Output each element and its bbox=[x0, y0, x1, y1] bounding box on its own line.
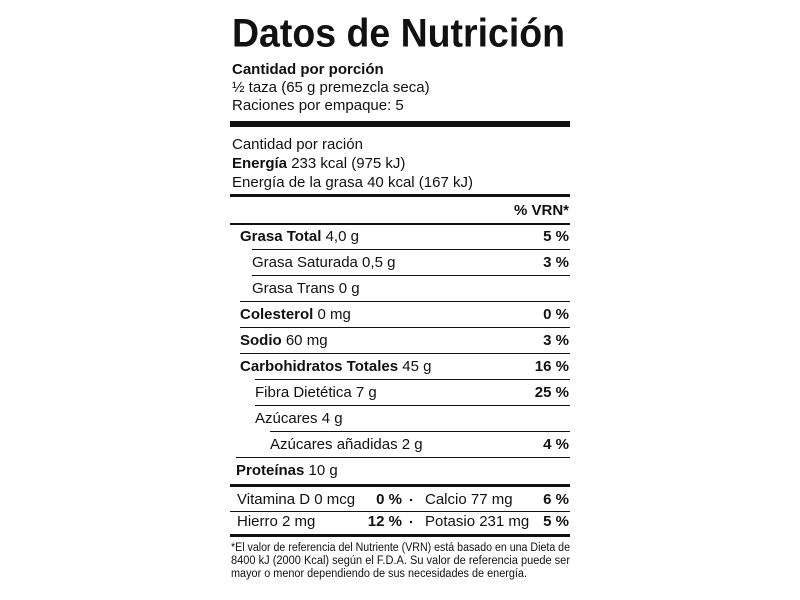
amount-heading: Cantidad por ración bbox=[232, 136, 363, 153]
nutrient-dv: 4 % bbox=[543, 436, 569, 453]
nutrient-amount: 0 mg bbox=[318, 306, 351, 323]
vitamin-rows: Vitamina D 0 mcg 0 % Calcio 77 mg 6 % Hierro… bbox=[230, 491, 570, 530]
nutrient-name: Grasa Trans 0 g bbox=[252, 280, 360, 297]
rule bbox=[230, 194, 570, 197]
vitamin-name: Potasio 231 mg bbox=[425, 513, 529, 530]
separator-dot bbox=[409, 520, 413, 524]
row-rule bbox=[230, 511, 570, 512]
nutrient: Azúcares 4 g bbox=[255, 410, 343, 427]
energy-value: 233 kcal (975 kJ) bbox=[291, 155, 405, 172]
nutrient-dv: 3 % bbox=[543, 332, 569, 349]
nutrient-dv: 3 % bbox=[543, 254, 569, 271]
vitamin-dv: 6 % bbox=[543, 491, 569, 508]
nutrient: Grasa Saturada 0,5 g bbox=[252, 254, 395, 271]
energy-label: Energía bbox=[232, 155, 288, 172]
nutrient-name: Colesterol bbox=[240, 306, 313, 323]
nutrient-name: Grasa Saturada 0,5 g bbox=[252, 254, 395, 271]
footnote: *El valor de referencia del Nutriente (V… bbox=[231, 542, 570, 580]
title: Datos de Nutrición bbox=[232, 12, 565, 56]
footnote-line: *El valor de referencia del Nutriente (V… bbox=[231, 542, 570, 554]
row-rule bbox=[240, 327, 570, 328]
nutrient: Proteínas 10 g bbox=[236, 462, 338, 479]
vitamin-dv: 12 % bbox=[368, 513, 402, 530]
row-rule bbox=[240, 353, 570, 354]
fat-energy: Energía de la grasa 40 kcal (167 kJ) bbox=[232, 174, 473, 191]
row-rule bbox=[230, 223, 570, 225]
nutrient-amount: 60 mg bbox=[286, 332, 328, 349]
row-rule bbox=[270, 431, 570, 432]
dv-header: % VRN* bbox=[514, 202, 569, 219]
footnote-line: mayor o menor dependiendo de sus necesid… bbox=[231, 568, 527, 580]
vitamin-dv: 0 % bbox=[376, 491, 402, 508]
nutrient: Grasa Trans 0 g bbox=[252, 280, 360, 297]
nutrient-name: Fibra Dietética 7 g bbox=[255, 384, 377, 401]
serving-size: ½ taza (65 g premezcla seca) bbox=[232, 79, 430, 96]
nutrient-dv: 5 % bbox=[543, 228, 569, 245]
nutrient-dv: 0 % bbox=[543, 306, 569, 323]
row-rule bbox=[255, 405, 570, 406]
nutrient: Azúcares añadidas 2 g bbox=[270, 436, 423, 453]
row-rule bbox=[252, 275, 570, 276]
nutrient-name: Azúcares 4 g bbox=[255, 410, 343, 427]
rule bbox=[230, 484, 570, 487]
rule bbox=[230, 534, 570, 537]
row-rule bbox=[236, 457, 570, 458]
servings: Raciones por empaque: 5 bbox=[232, 97, 404, 114]
energy: Energía 233 kcal (975 kJ) bbox=[232, 155, 405, 172]
nutrient-name: Grasa Total bbox=[240, 228, 321, 245]
nutrient-name: Azúcares añadidas 2 g bbox=[270, 436, 423, 453]
serving-heading: Cantidad por porción bbox=[232, 61, 384, 78]
nutrient: Grasa Total 4,0 g bbox=[240, 228, 359, 245]
nutrient: Carbohidratos Totales 45 g bbox=[240, 358, 431, 375]
nutrient: Fibra Dietética 7 g bbox=[255, 384, 377, 401]
nutrient-name: Carbohidratos Totales bbox=[240, 358, 398, 375]
footnote-line: 8400 kJ (2000 Kcal) según el F.D.A. Su v… bbox=[231, 555, 570, 567]
vitamin-name: Hierro 2 mg bbox=[237, 513, 315, 530]
nutrient-amount: 10 g bbox=[309, 462, 338, 479]
vitamin-dv: 5 % bbox=[543, 513, 569, 530]
nutrient-dv: 25 % bbox=[535, 384, 569, 401]
nutrient-name: Sodio bbox=[240, 332, 282, 349]
row-rule bbox=[252, 249, 570, 250]
vitamin-name: Calcio 77 mg bbox=[425, 491, 513, 508]
nutrient-rows: Grasa Total 4,0 g 5 % Grasa Saturada 0,5 g… bbox=[230, 223, 570, 479]
thick-rule bbox=[230, 121, 570, 127]
nutrient-name: Proteínas bbox=[236, 462, 304, 479]
nutrient: Sodio 60 mg bbox=[240, 332, 328, 349]
row-rule bbox=[255, 379, 570, 380]
nutrient-amount: 4,0 g bbox=[326, 228, 359, 245]
separator-dot bbox=[409, 498, 413, 502]
row-rule bbox=[240, 301, 570, 302]
nutrient: Colesterol 0 mg bbox=[240, 306, 351, 323]
nutrient-amount: 45 g bbox=[402, 358, 431, 375]
nutrient-dv: 16 % bbox=[535, 358, 569, 375]
vitamin-name: Vitamina D 0 mcg bbox=[237, 491, 355, 508]
